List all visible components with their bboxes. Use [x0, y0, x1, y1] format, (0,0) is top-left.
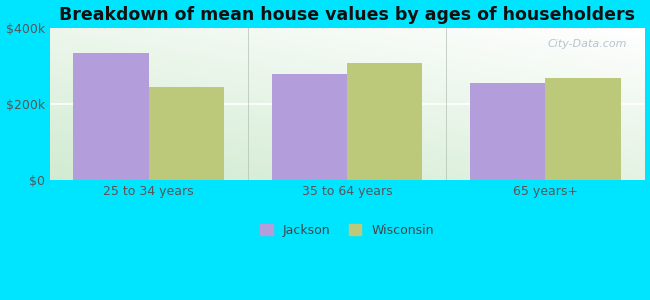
- Bar: [470, 83, 545, 180]
- Bar: [272, 74, 347, 180]
- Title: Breakdown of mean house values by ages of householders: Breakdown of mean house values by ages o…: [59, 6, 635, 24]
- Bar: [73, 52, 149, 180]
- Text: City-Data.com: City-Data.com: [547, 38, 627, 49]
- Bar: [347, 63, 422, 180]
- Bar: [545, 78, 621, 180]
- Legend: Jackson, Wisconsin: Jackson, Wisconsin: [260, 224, 434, 237]
- Bar: [149, 87, 224, 180]
